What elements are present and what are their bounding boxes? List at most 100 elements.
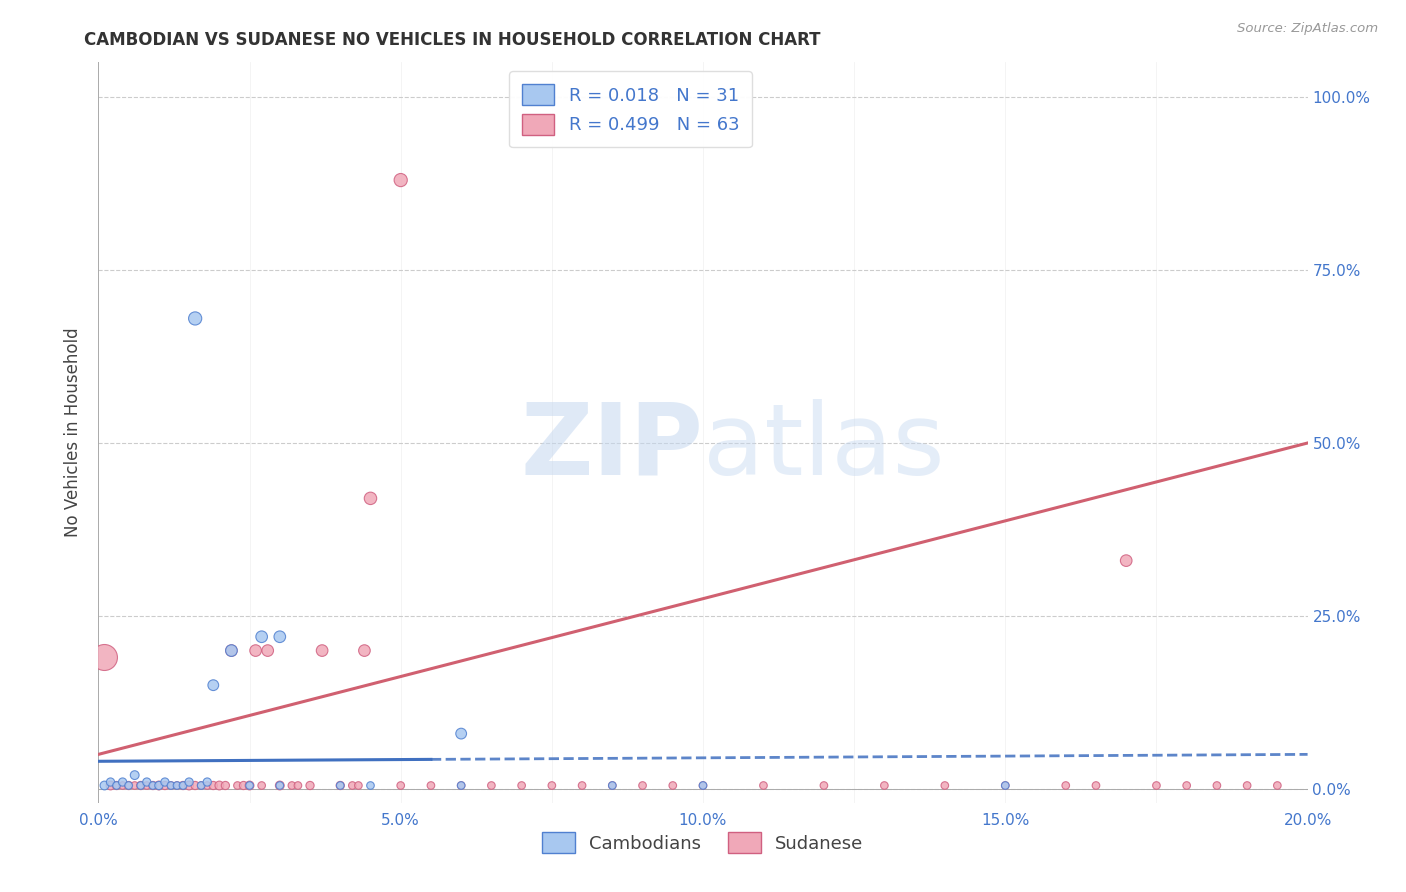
Text: CAMBODIAN VS SUDANESE NO VEHICLES IN HOUSEHOLD CORRELATION CHART: CAMBODIAN VS SUDANESE NO VEHICLES IN HOU…: [84, 31, 821, 49]
Point: [245, 643, 267, 657]
Point: [202, 678, 225, 692]
Point: [1144, 779, 1167, 793]
Point: [153, 779, 176, 793]
Point: [184, 779, 207, 793]
Text: atlas: atlas: [703, 399, 945, 496]
Point: [195, 779, 218, 793]
Point: [111, 775, 134, 789]
Point: [153, 775, 176, 789]
Point: [239, 779, 262, 793]
Point: [571, 779, 593, 793]
Text: Source: ZipAtlas.com: Source: ZipAtlas.com: [1237, 22, 1378, 36]
Point: [118, 779, 141, 793]
Point: [994, 779, 1017, 793]
Point: [269, 779, 291, 793]
Point: [100, 779, 122, 793]
Point: [105, 779, 128, 793]
Point: [190, 779, 212, 793]
Point: [195, 775, 218, 789]
Point: [135, 775, 157, 789]
Point: [360, 491, 382, 506]
Point: [342, 779, 364, 793]
Text: ZIP: ZIP: [520, 399, 703, 496]
Point: [221, 643, 243, 657]
Point: [450, 779, 472, 793]
Point: [661, 779, 683, 793]
Point: [129, 779, 152, 793]
Point: [813, 779, 835, 793]
Point: [329, 779, 352, 793]
Point: [118, 779, 141, 793]
Point: [692, 779, 714, 793]
Point: [692, 779, 714, 793]
Point: [299, 779, 322, 793]
Point: [250, 630, 273, 644]
Point: [360, 779, 382, 793]
Point: [184, 311, 207, 326]
Point: [214, 779, 236, 793]
Point: [148, 779, 170, 793]
Legend: Cambodians, Sudanese: Cambodians, Sudanese: [536, 825, 870, 861]
Point: [105, 779, 128, 793]
Point: [142, 779, 165, 793]
Point: [1115, 554, 1137, 568]
Point: [450, 726, 472, 740]
Point: [281, 779, 304, 793]
Point: [190, 779, 212, 793]
Point: [1175, 779, 1198, 793]
Point: [179, 775, 201, 789]
Point: [1085, 779, 1108, 793]
Point: [226, 779, 249, 793]
Point: [129, 779, 152, 793]
Point: [347, 779, 370, 793]
Point: [256, 643, 278, 657]
Point: [873, 779, 896, 793]
Point: [1206, 779, 1229, 793]
Point: [450, 779, 472, 793]
Point: [111, 779, 134, 793]
Point: [934, 779, 956, 793]
Point: [135, 779, 157, 793]
Point: [510, 779, 533, 793]
Point: [93, 779, 115, 793]
Point: [389, 173, 412, 187]
Point: [1267, 779, 1289, 793]
Point: [124, 779, 146, 793]
Point: [631, 779, 654, 793]
Point: [420, 779, 443, 793]
Point: [269, 779, 291, 793]
Point: [142, 779, 165, 793]
Point: [160, 779, 183, 793]
Point: [166, 779, 188, 793]
Point: [287, 779, 309, 793]
Point: [202, 779, 225, 793]
Point: [269, 630, 291, 644]
Point: [1236, 779, 1258, 793]
Point: [160, 779, 183, 793]
Point: [994, 779, 1017, 793]
Point: [311, 643, 333, 657]
Point: [540, 779, 562, 793]
Point: [166, 779, 188, 793]
Point: [353, 643, 375, 657]
Point: [1054, 779, 1077, 793]
Point: [329, 779, 352, 793]
Point: [239, 779, 262, 793]
Y-axis label: No Vehicles in Household: No Vehicles in Household: [65, 327, 83, 538]
Point: [389, 779, 412, 793]
Point: [481, 779, 503, 793]
Point: [124, 768, 146, 782]
Point: [752, 779, 775, 793]
Point: [221, 643, 243, 657]
Point: [602, 779, 624, 793]
Point: [172, 779, 194, 793]
Point: [93, 650, 115, 665]
Point: [148, 779, 170, 793]
Point: [250, 779, 273, 793]
Point: [602, 779, 624, 793]
Point: [172, 779, 194, 793]
Point: [208, 779, 231, 793]
Point: [100, 775, 122, 789]
Point: [179, 779, 201, 793]
Point: [232, 779, 254, 793]
